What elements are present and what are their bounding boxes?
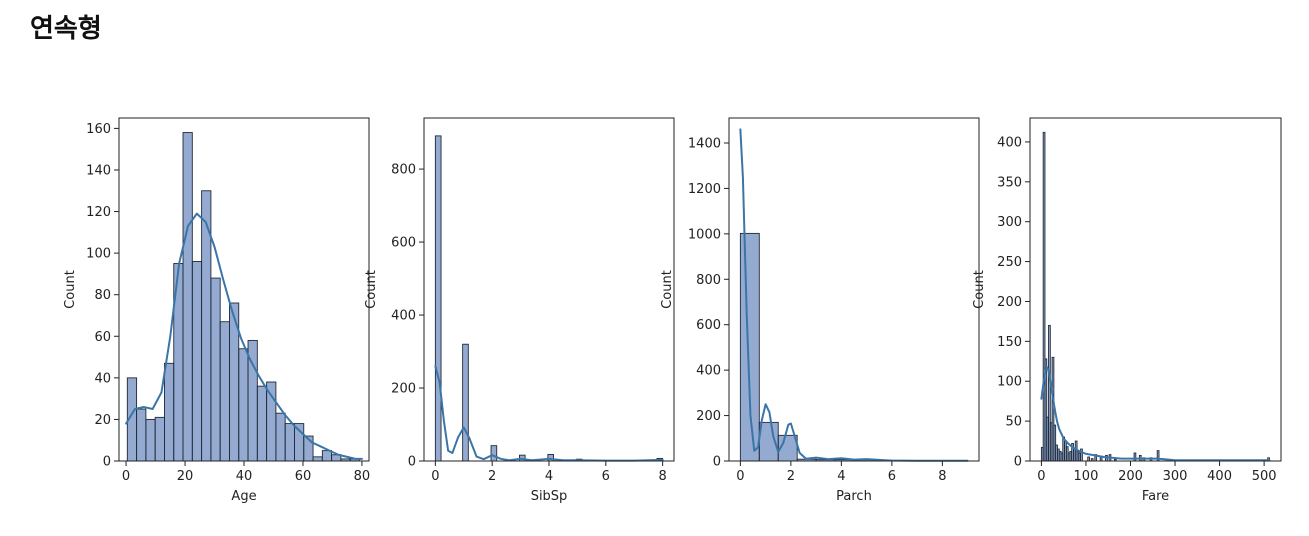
sibsp-ytick-label-400: 400 <box>391 309 416 324</box>
age-xtick-label-40: 40 <box>236 469 253 484</box>
age-bar-9 <box>210 277 221 462</box>
parch-ytick-label-0: 0 <box>713 455 721 470</box>
age-bar-1 <box>136 408 147 462</box>
sibsp-axes-frame <box>423 117 675 462</box>
parch-xtick-label-0: 0 <box>736 469 744 484</box>
age-ytick-label-20: 20 <box>94 413 111 428</box>
age-bar-21 <box>321 450 333 462</box>
sibsp-xtick-label-4: 4 <box>545 469 553 484</box>
sibsp-bar-1 <box>462 343 469 462</box>
fare-ytick-label-50: 50 <box>1005 415 1022 430</box>
sibsp-xlabel: SibSp <box>531 489 568 504</box>
fare-bar-30 <box>1133 452 1137 462</box>
sibsp-ytick-label-200: 200 <box>391 382 416 397</box>
fare-xtick-label-400: 400 <box>1207 469 1232 484</box>
sibsp-ytick-label-800: 800 <box>391 163 416 178</box>
sibsp-bar-0 <box>434 135 442 462</box>
age-bar-20 <box>312 456 323 462</box>
sibsp-ytick-label-600: 600 <box>391 236 416 251</box>
age-bar-14 <box>256 385 268 462</box>
fare-kde-line <box>1040 365 1271 462</box>
sibsp-bars <box>434 135 664 462</box>
age-xtick-label-60: 60 <box>295 469 312 484</box>
sibsp-panel: 0 2 4 6 8 0 200 400 600 800 SibSp Count <box>364 117 675 504</box>
age-ylabel: Count <box>63 270 78 309</box>
fare-ylabel: Count <box>972 270 987 309</box>
parch-ytick-label-1200: 1200 <box>688 182 721 197</box>
parch-ytick-label-800: 800 <box>696 273 721 288</box>
sibsp-ylabel: Count <box>364 270 379 309</box>
fare-panel: 0 100 200 300 400 500 0 50 100 150 200 250 300 350 400… <box>972 117 1282 504</box>
age-bars <box>126 132 360 462</box>
age-kde-line <box>125 212 363 460</box>
age-bar-17 <box>284 423 295 462</box>
parch-ylabel: Count <box>660 270 675 309</box>
age-bar-6 <box>182 132 193 462</box>
fare-ytick-label-200: 200 <box>997 295 1022 310</box>
fare-ytick-label-400: 400 <box>997 135 1022 150</box>
fare-ytick-label-300: 300 <box>997 215 1022 230</box>
fare-xtick-label-200: 200 <box>1118 469 1143 484</box>
fare-ytick-label-0: 0 <box>1014 455 1022 470</box>
age-ytick-label-120: 120 <box>86 205 111 220</box>
fare-bar-23 <box>1087 456 1090 462</box>
age-bar-7 <box>191 260 203 462</box>
fare-bars <box>1040 131 1270 462</box>
parch-ytick-label-400: 400 <box>696 364 721 379</box>
sibsp-xtick-label-2: 2 <box>488 469 496 484</box>
parch-axes-frame <box>728 117 980 462</box>
fare-xtick-label-300: 300 <box>1163 469 1188 484</box>
age-ytick-label-140: 140 <box>86 163 111 178</box>
fare-ytick-label-100: 100 <box>997 375 1022 390</box>
age-panel: 0 20 40 60 80 0 20 40 60 80 100 120 140 160 Age Count <box>63 117 371 504</box>
fare-ytick-label-250: 250 <box>997 255 1022 270</box>
parch-ytick-label-600: 600 <box>696 318 721 333</box>
sibsp-xtick-label-6: 6 <box>602 469 610 484</box>
sibsp-ytick-label-0: 0 <box>408 455 416 470</box>
fare-xtick-label-100: 100 <box>1074 469 1099 484</box>
parch-xtick-label-4: 4 <box>837 469 845 484</box>
parch-xtick-label-6: 6 <box>888 469 896 484</box>
sibsp-bar-2 <box>490 445 498 462</box>
fare-xtick-label-0: 0 <box>1037 469 1045 484</box>
age-xtick-label-0: 0 <box>122 469 130 484</box>
page-title: 연속형 <box>30 14 102 44</box>
fare-axes-frame <box>1029 117 1282 462</box>
parch-xtick-label-2: 2 <box>787 469 795 484</box>
age-xtick-label-80: 80 <box>354 469 371 484</box>
parch-ytick-label-1000: 1000 <box>688 227 721 242</box>
parch-kde-line <box>739 128 969 462</box>
fare-ytick-label-150: 150 <box>997 335 1022 350</box>
parch-ytick-label-200: 200 <box>696 409 721 424</box>
age-ytick-label-60: 60 <box>94 330 111 345</box>
age-bar-12 <box>238 348 249 462</box>
fare-ytick-label-350: 350 <box>997 175 1022 190</box>
sibsp-xtick-label-8: 8 <box>658 469 666 484</box>
age-xlabel: Age <box>231 489 256 504</box>
age-bar-10 <box>219 321 230 462</box>
age-ytick-label-40: 40 <box>94 371 111 386</box>
sibsp-kde-line <box>434 365 664 462</box>
parch-xtick-label-8: 8 <box>938 469 946 484</box>
parch-ytick-label-1400: 1400 <box>688 136 721 151</box>
age-ytick-label-80: 80 <box>94 288 111 303</box>
sibsp-xtick-label-0: 0 <box>431 469 439 484</box>
age-ytick-label-100: 100 <box>86 247 111 262</box>
parch-panel: 0 2 4 6 8 0 200 400 600 800 1000 1200 1400 Parch Count <box>660 117 980 504</box>
fare-xlabel: Fare <box>1142 489 1169 504</box>
age-bar-3 <box>154 416 165 462</box>
age-bar-2 <box>145 418 156 462</box>
age-ytick-label-0: 0 <box>103 455 111 470</box>
parch-bar-0 <box>739 232 760 462</box>
age-bar-4 <box>164 362 175 462</box>
age-bar-16 <box>275 412 286 462</box>
age-ytick-label-160: 160 <box>86 122 111 137</box>
parch-bars <box>739 232 969 462</box>
fare-xtick-label-500: 500 <box>1252 469 1277 484</box>
parch-xlabel: Parch <box>836 489 872 504</box>
age-xtick-label-20: 20 <box>177 469 194 484</box>
